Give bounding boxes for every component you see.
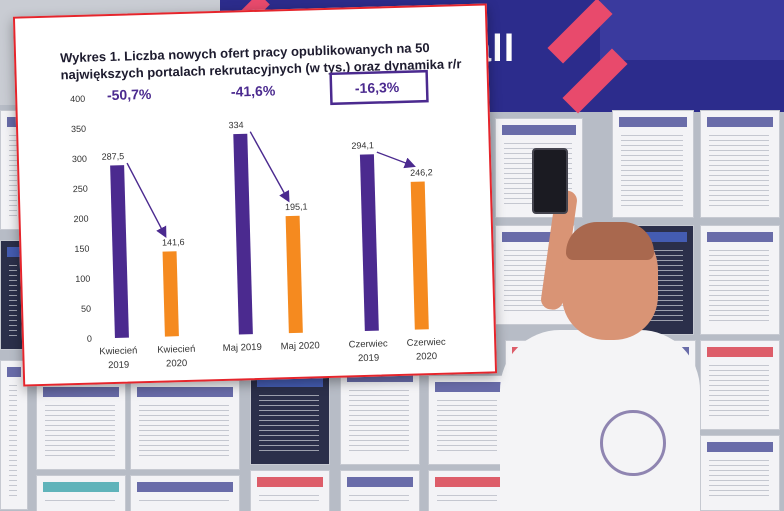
bar (233, 133, 253, 335)
dynamic-arrow (376, 151, 416, 169)
data-label: 141,6 (162, 237, 185, 248)
bar-chart: 400 350 300 250 200 150 100 50 0 287,5 141,6 334 19… (70, 69, 447, 372)
anchor-logo-icon (600, 410, 666, 476)
x-tick-label: 2020 (416, 351, 437, 363)
person-hair (566, 222, 654, 260)
bar (110, 165, 129, 338)
y-tick-label: 150 (74, 244, 89, 254)
poster (700, 435, 780, 511)
y-tick-label: 100 (75, 274, 90, 284)
person-shirt (500, 330, 700, 511)
poster (612, 110, 694, 218)
poster (340, 365, 420, 465)
poster (700, 110, 780, 218)
y-tick-label: 300 (72, 154, 87, 164)
poster (250, 370, 330, 465)
dynamic-arrow (249, 131, 290, 203)
chart-card: Wykres 1. Liczba nowych ofert pracy opub… (12, 3, 498, 387)
bar (359, 154, 379, 331)
poster (428, 470, 508, 511)
x-tick-label: 2019 (108, 360, 129, 372)
x-tick-label: Kwiecień (99, 345, 137, 357)
data-label: 294,1 (351, 140, 374, 151)
dynamic-label: -16,3% (355, 79, 400, 96)
poster (700, 225, 780, 335)
bar (162, 251, 179, 337)
data-label: 195,1 (285, 201, 308, 212)
poster (130, 380, 240, 470)
dynamic-label: -50,7% (107, 86, 152, 103)
dynamic-arrow (126, 162, 167, 239)
y-tick-label: 350 (71, 124, 86, 134)
y-tick-label: 50 (81, 304, 91, 314)
phone-icon (532, 148, 568, 214)
poster (36, 475, 126, 511)
bar (285, 215, 303, 334)
poster (130, 475, 240, 511)
dynamic-highlight-box (329, 69, 429, 106)
x-tick-label: Maj 2019 (223, 342, 262, 354)
x-tick-label: 2019 (358, 353, 379, 365)
x-tick-label: 2020 (166, 358, 187, 370)
y-tick-label: 0 (87, 334, 92, 344)
x-tick-label: Kwiecień (157, 344, 195, 356)
bar (410, 181, 429, 330)
poster (250, 470, 330, 511)
x-tick-label: Czerwiec (407, 337, 447, 349)
y-tick-label: 400 (70, 94, 85, 104)
poster (340, 470, 420, 511)
data-label: 334 (228, 120, 243, 130)
y-tick-label: 200 (73, 214, 88, 224)
x-tick-label: Czerwiec (349, 338, 389, 350)
data-label: 246,2 (410, 167, 433, 178)
data-label: 287,5 (101, 151, 124, 162)
x-tick-label: Maj 2020 (281, 340, 320, 352)
y-tick-label: 250 (73, 184, 88, 194)
banner-top (600, 0, 784, 60)
poster (428, 375, 508, 465)
dynamic-label: -41,6% (231, 82, 276, 99)
poster (36, 380, 126, 470)
poster (700, 340, 780, 430)
